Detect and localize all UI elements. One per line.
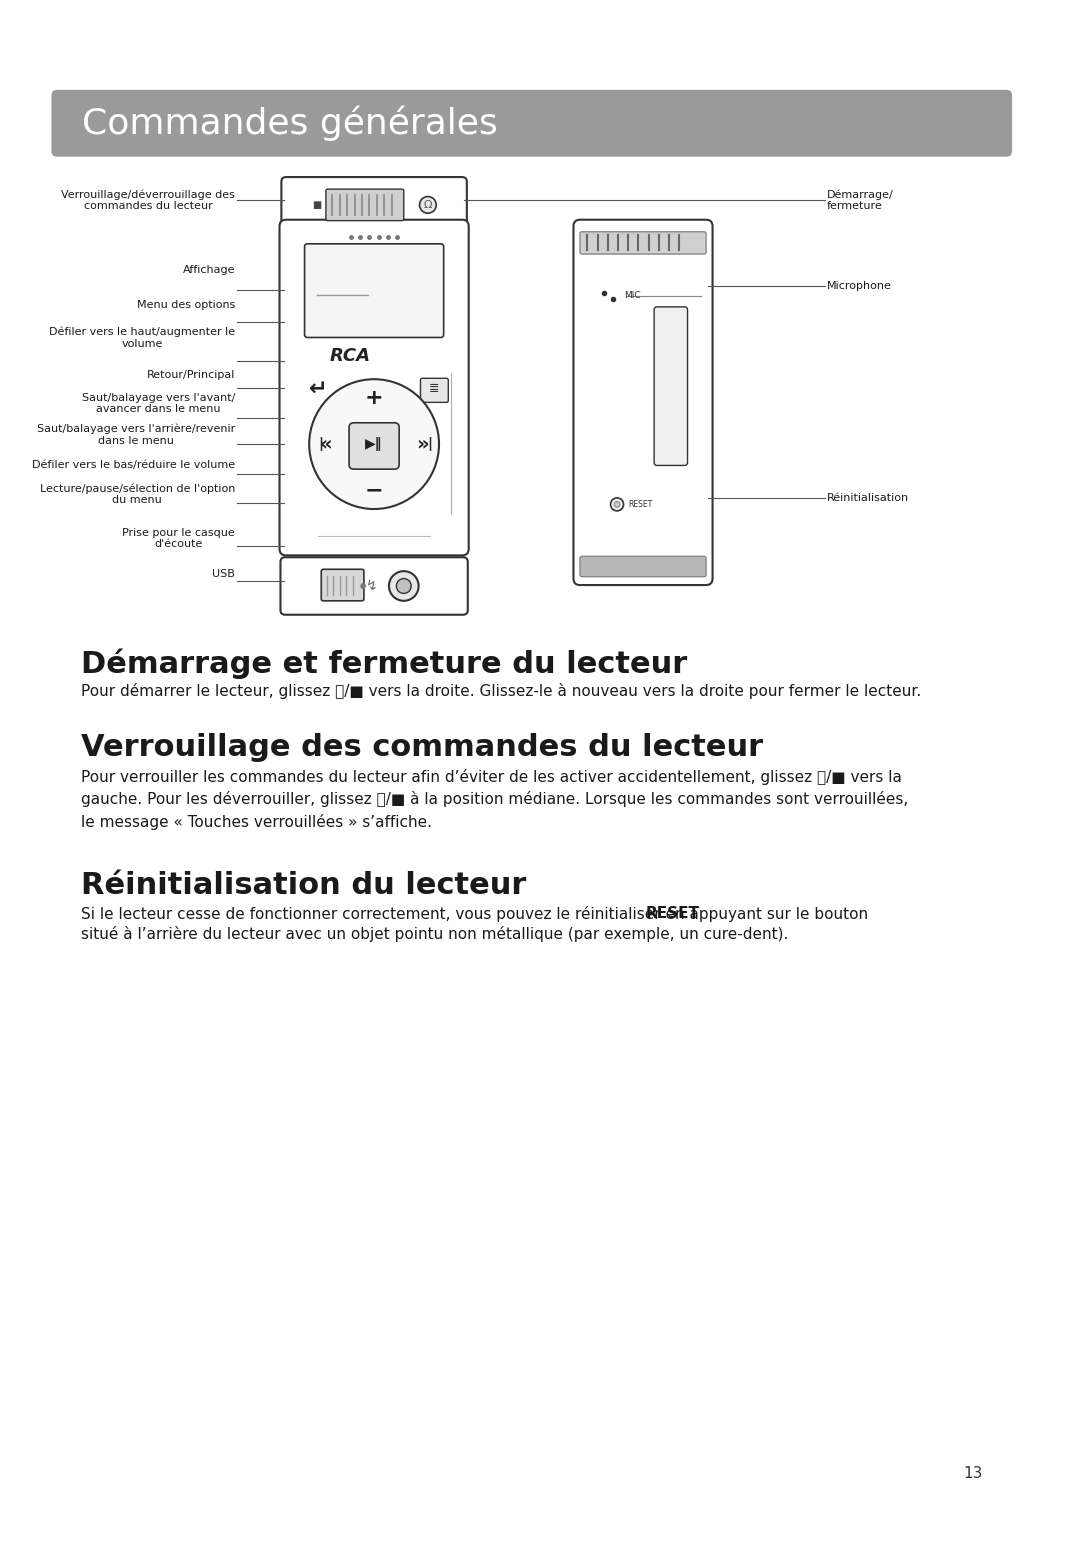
Text: ■: ■	[312, 200, 321, 210]
Text: ≣: ≣	[429, 382, 440, 395]
Text: »: »	[416, 435, 429, 454]
Text: ▶‖: ▶‖	[365, 437, 383, 451]
FancyBboxPatch shape	[281, 558, 468, 615]
FancyBboxPatch shape	[321, 569, 364, 601]
FancyBboxPatch shape	[654, 306, 688, 466]
Text: Réinitialisation du lecteur: Réinitialisation du lecteur	[81, 870, 526, 900]
FancyBboxPatch shape	[349, 423, 400, 469]
Circle shape	[389, 572, 419, 601]
Text: Menu des options: Menu des options	[137, 300, 235, 309]
FancyBboxPatch shape	[326, 190, 404, 221]
Circle shape	[396, 578, 411, 594]
Text: «: «	[320, 435, 333, 454]
FancyBboxPatch shape	[420, 378, 448, 402]
Text: Défiler vers le bas/réduire le volume: Défiler vers le bas/réduire le volume	[32, 460, 235, 469]
FancyBboxPatch shape	[580, 556, 706, 577]
Text: Verrouillage/déverrouillage des
commandes du lecteur: Verrouillage/déverrouillage des commande…	[62, 190, 235, 211]
Circle shape	[419, 196, 436, 213]
Text: ⬤: ⬤	[360, 583, 366, 589]
Text: Défiler vers le haut/augmenter le
volume: Défiler vers le haut/augmenter le volume	[49, 326, 235, 348]
Text: Saut/balayage vers l'arrière/revenir
dans le menu: Saut/balayage vers l'arrière/revenir dan…	[37, 424, 235, 446]
Text: Prise pour le casque
d'écoute: Prise pour le casque d'écoute	[122, 528, 235, 550]
FancyBboxPatch shape	[282, 177, 467, 235]
Text: MIC: MIC	[624, 291, 642, 300]
FancyBboxPatch shape	[305, 244, 444, 337]
FancyBboxPatch shape	[280, 219, 469, 555]
Text: RCA: RCA	[329, 347, 370, 365]
Text: RESET: RESET	[645, 906, 699, 922]
Text: Ω: Ω	[423, 200, 432, 210]
Circle shape	[615, 502, 620, 507]
Text: +: +	[365, 388, 383, 407]
Circle shape	[309, 379, 440, 510]
FancyBboxPatch shape	[573, 219, 713, 584]
Text: Lecture/pause/sélection de l'option
du menu: Lecture/pause/sélection de l'option du m…	[40, 483, 235, 505]
FancyBboxPatch shape	[52, 90, 1012, 157]
Text: Saut/balayage vers l'avant/
avancer dans le menu: Saut/balayage vers l'avant/ avancer dans…	[82, 393, 235, 413]
Text: Microphone: Microphone	[826, 281, 891, 291]
Text: RESET: RESET	[629, 500, 652, 508]
Text: ↵: ↵	[309, 379, 328, 398]
Text: −: −	[365, 480, 383, 500]
Text: USB: USB	[212, 569, 235, 580]
Text: Réinitialisation: Réinitialisation	[826, 493, 908, 503]
Text: |: |	[318, 437, 323, 451]
Text: |: |	[428, 437, 432, 451]
Text: 13: 13	[963, 1465, 983, 1481]
Text: Retour/Principal: Retour/Principal	[147, 370, 235, 379]
Text: Commandes générales: Commandes générales	[82, 106, 498, 141]
Text: Pour démarrer le lecteur, glissez ⏻/■ vers la droite. Glissez-le à nouveau vers : Pour démarrer le lecteur, glissez ⏻/■ ve…	[81, 684, 921, 699]
Text: Démarrage/
fermeture: Démarrage/ fermeture	[826, 190, 893, 211]
Text: Démarrage et fermeture du lecteur: Démarrage et fermeture du lecteur	[81, 648, 687, 679]
FancyBboxPatch shape	[580, 232, 706, 253]
Circle shape	[610, 497, 623, 511]
Text: Verrouillage des commandes du lecteur: Verrouillage des commandes du lecteur	[81, 733, 764, 763]
Text: Pour verrouiller les commandes du lecteur afin d’éviter de les activer accidente: Pour verrouiller les commandes du lecteu…	[81, 769, 908, 830]
Text: Affichage: Affichage	[183, 264, 235, 275]
Text: situé à l’arrière du lecteur avec un objet pointu non métallique (par exemple, u: situé à l’arrière du lecteur avec un obj…	[81, 926, 788, 942]
Text: Si le lecteur cesse de fonctionner correctement, vous pouvez le réinitialiser en: Si le lecteur cesse de fonctionner corre…	[81, 906, 873, 922]
Text: ↯: ↯	[365, 580, 377, 594]
